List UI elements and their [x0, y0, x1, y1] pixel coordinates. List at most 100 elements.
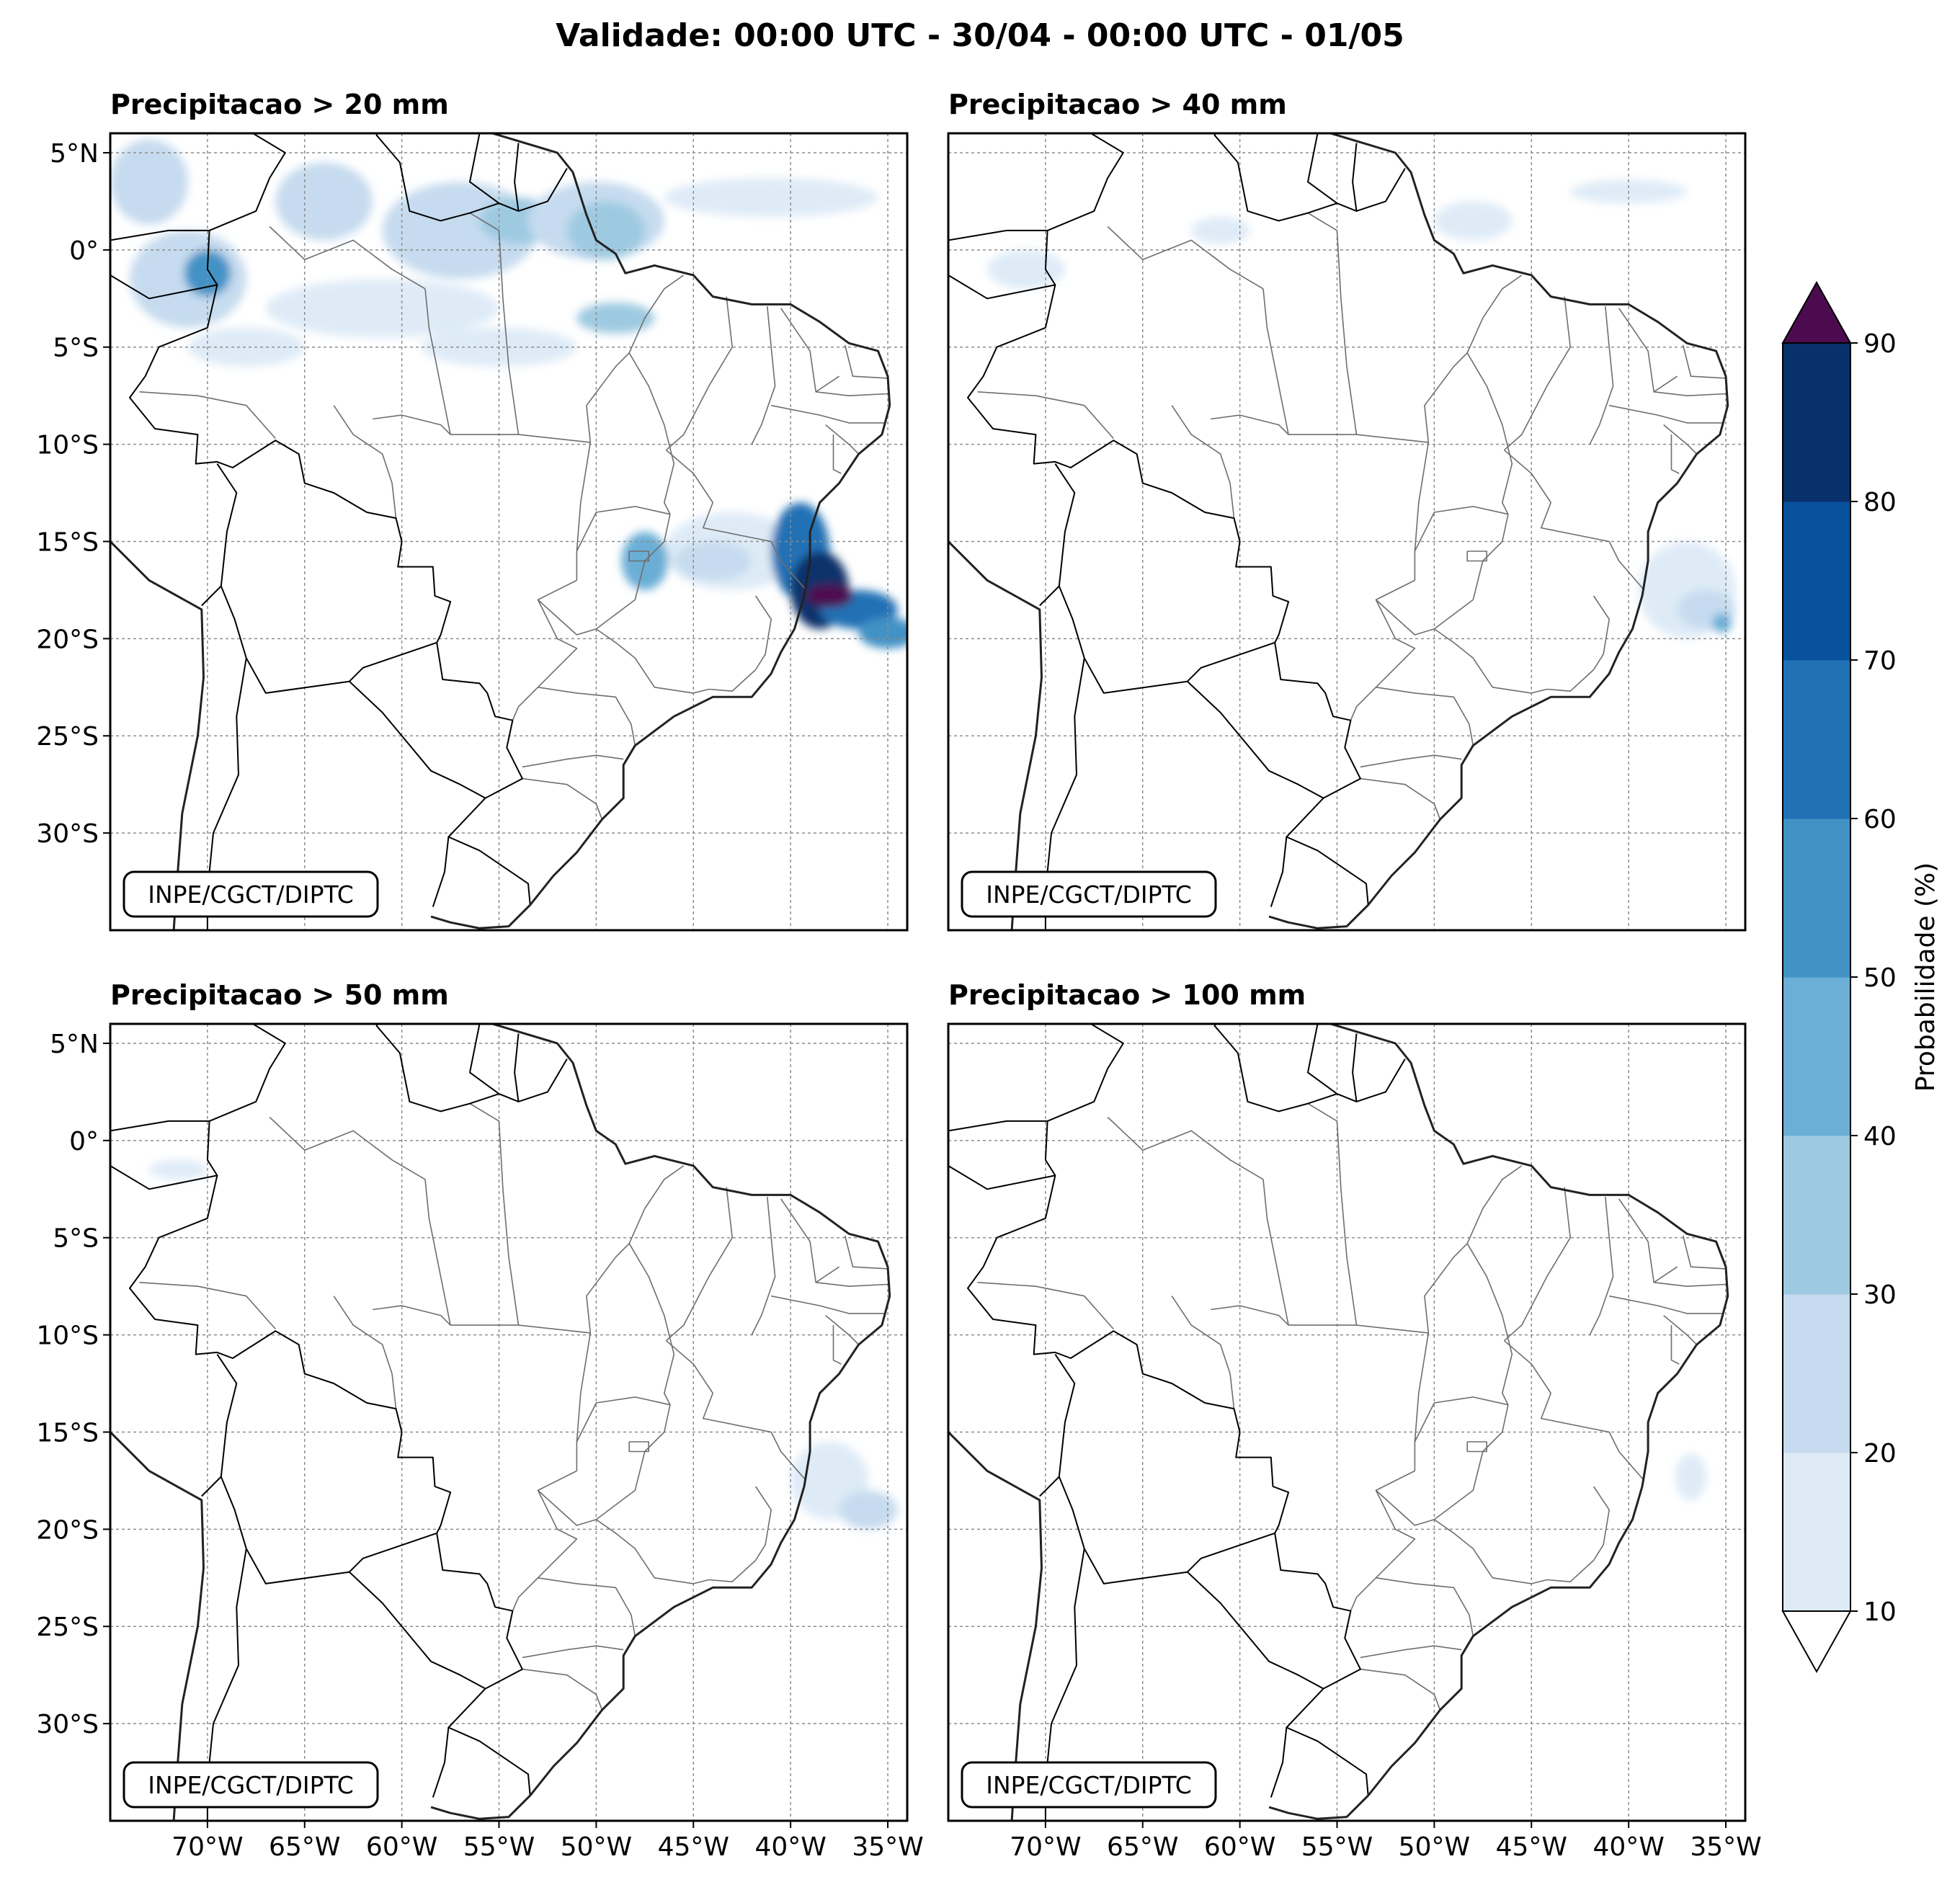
probability-blob: [187, 327, 305, 367]
lon-tick-label: 35°W: [852, 1832, 923, 1862]
probability-blob: [566, 201, 645, 260]
lon-tick-label: 55°W: [463, 1832, 535, 1862]
lat-tick-label: 5°N: [50, 1030, 99, 1059]
state-border: [708, 669, 757, 692]
state-border: [269, 226, 426, 290]
state-border: [771, 1295, 884, 1314]
state-border: [1307, 1102, 1358, 1326]
state-border: [1663, 1314, 1698, 1345]
colorbar-segment: [1783, 1453, 1850, 1612]
lat-tick-label: 5°S: [53, 1224, 99, 1254]
state-border: [628, 550, 650, 562]
state-border: [816, 391, 888, 397]
state-border: [586, 275, 685, 442]
state-border: [333, 1296, 397, 1409]
state-border: [139, 1282, 276, 1330]
probability-blob: [806, 584, 853, 608]
colorbar-tick-label: 70: [1863, 646, 1897, 676]
colorbar-segment: [1783, 1294, 1850, 1453]
country-border: [216, 1354, 437, 1584]
country-border: [1270, 1727, 1288, 1798]
state-border: [576, 1396, 671, 1443]
country-border: [514, 143, 520, 212]
state-border: [844, 1235, 888, 1270]
lat-tick-label: 20°S: [36, 1515, 99, 1545]
panel-map-layers: [110, 133, 907, 930]
panel-map-layers: [948, 1024, 1745, 1821]
lon-tick-labels: 70°W 65°W 60°W 55°W 50°W 45°W 40°W 35°W: [172, 1821, 924, 1862]
state-border: [522, 1668, 603, 1711]
country-border: [1039, 1476, 1060, 1497]
credit-text: INPE/CGCT/DIPTC: [148, 1771, 354, 1799]
state-border: [1546, 1559, 1595, 1582]
credit-box: INPE/CGCT/DIPTC: [961, 870, 1217, 918]
state-border: [1609, 1295, 1722, 1314]
lon-tick-label: 45°W: [658, 1832, 729, 1862]
lat-tick-label: 15°S: [36, 527, 99, 557]
probability-field: [1675, 1453, 1707, 1500]
state-border: [628, 1441, 650, 1453]
state-border: [1350, 599, 1416, 721]
state-border: [825, 424, 860, 455]
figure-title: Validade: 00:00 UTC - 30/04 - 00:00 UTC …: [556, 17, 1404, 54]
probability-blob: [1434, 201, 1513, 241]
state-border: [1107, 226, 1264, 290]
country-border: [375, 1024, 568, 1113]
lat-tick-label: 25°S: [36, 1613, 99, 1642]
lon-tick-label: 60°W: [1204, 1832, 1275, 1862]
state-border: [1670, 1325, 1680, 1365]
country-border: [110, 1164, 218, 1190]
probability-field: [148, 1159, 898, 1530]
country-borders: [110, 1024, 568, 1821]
lat-tick-labels: 5°N 0° 5°S 10°S 15°S 20°S 25°S 30°S: [36, 139, 110, 849]
state-border: [1211, 1305, 1429, 1334]
state-border: [333, 405, 397, 519]
panel-frame: [947, 132, 1747, 932]
colorbar-label: Probabilidade (%): [1911, 862, 1941, 1092]
country-border: [1270, 837, 1288, 907]
credit-text: INPE/CGCT/DIPTC: [148, 880, 354, 909]
state-border: [1466, 1243, 1513, 1406]
state-border: [1433, 1519, 1547, 1584]
country-border: [375, 133, 568, 222]
country-border: [349, 680, 486, 799]
lat-tick-label: 20°S: [36, 625, 99, 654]
panel-frame: [109, 132, 909, 932]
lon-tick-label: 70°W: [172, 1832, 243, 1862]
country-borders: [948, 133, 1406, 930]
state-border: [1592, 1486, 1610, 1561]
state-border: [1171, 405, 1235, 519]
lon-tick-label: 65°W: [1107, 1832, 1178, 1862]
country-border: [1352, 1033, 1358, 1102]
colorbar-segments: [1783, 343, 1850, 1612]
lon-tick-label: 50°W: [1399, 1832, 1470, 1862]
probability-blob: [858, 617, 907, 648]
probability-blob: [275, 162, 373, 241]
state-border: [708, 1559, 757, 1582]
state-borders: [977, 212, 1727, 820]
state-border: [1414, 506, 1509, 552]
state-border: [665, 1340, 807, 1481]
coastline-pacific: [110, 540, 205, 930]
state-border: [1654, 391, 1727, 397]
colorbar-tick-label: 10: [1863, 1597, 1897, 1627]
credit-text: INPE/CGCT/DIPTC: [986, 1771, 1192, 1799]
country-border: [1039, 585, 1060, 607]
lat-tick-label: 25°S: [36, 722, 99, 752]
country-border: [432, 837, 450, 907]
state-border: [1546, 669, 1595, 692]
state-border: [576, 506, 671, 552]
country-border: [110, 1120, 210, 1132]
state-border: [1592, 595, 1610, 670]
state-border: [269, 1116, 426, 1180]
state-border: [538, 687, 636, 746]
country-border: [201, 585, 222, 607]
state-border: [1433, 628, 1547, 694]
state-border: [832, 1325, 842, 1365]
map-panel-50mm: Precipitacao > 50 mm 5°N 0° 5°S 10°S 15°S 20°…: [36, 979, 924, 1862]
colorbar-tick-labels: 10 20 30 40 50 60 70 80 90: [1850, 329, 1897, 1627]
country-border: [432, 1727, 450, 1798]
state-border: [1414, 442, 1430, 581]
state-border: [1107, 1116, 1264, 1180]
